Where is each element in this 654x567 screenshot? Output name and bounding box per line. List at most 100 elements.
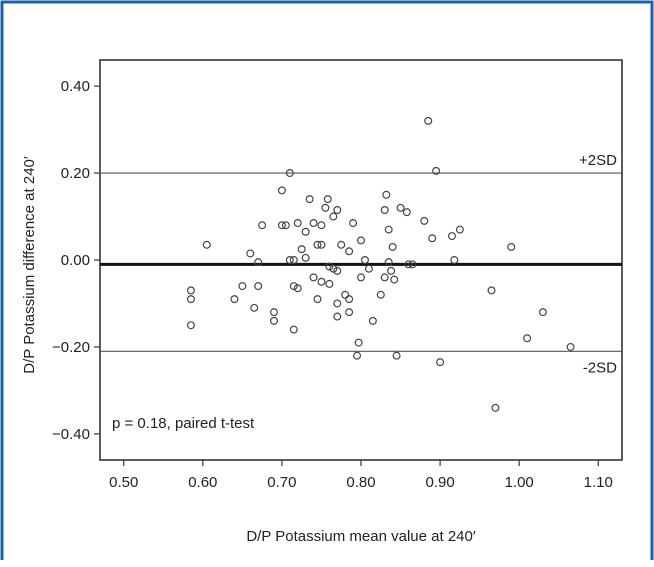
data-point-32 [317,240,326,249]
data-point-80 [491,403,500,412]
data-point-79 [487,286,496,295]
data-point-59 [380,273,389,282]
data-point-31 [317,221,326,230]
data-point-42 [333,299,342,308]
data-point-6 [246,249,255,258]
data-point-51 [354,338,363,347]
x-axis-label: D/P Potassium mean value at 240′ [246,528,476,545]
data-point-2 [186,321,195,330]
data-point-26 [305,195,314,204]
data-point-27 [309,219,318,228]
data-point-69 [404,260,413,269]
x-tick-label-3: 0.80 [346,474,375,491]
data-point-16 [285,169,294,178]
data-point-24 [301,227,310,236]
data-point-1 [186,286,195,295]
x-tick-label-1: 0.60 [188,474,217,491]
data-point-41 [333,266,342,275]
data-point-30 [313,295,322,304]
data-point-60 [382,190,391,199]
y-tick-label-4: 0.40 [61,78,90,95]
data-point-72 [424,116,433,125]
data-point-48 [345,308,354,317]
data-point-9 [254,258,263,267]
data-point-61 [384,258,393,267]
data-point-68 [402,208,411,217]
data-point-12 [270,316,279,325]
sd-limit-label-0: +2SD [579,152,617,169]
data-point-36 [325,279,334,288]
data-point-52 [357,236,366,245]
data-point-18 [289,256,298,265]
data-point-70 [408,260,417,269]
y-tick-label-2: 0.00 [61,252,90,269]
data-point-55 [364,264,373,273]
data-point-7 [250,303,259,312]
data-point-58 [380,206,389,215]
x-axis-ticks: 0.50 0.60 0.70 0.80 0.90 1.00 1.10 [109,460,613,491]
data-point-0 [186,295,195,304]
data-point-46 [345,247,354,256]
x-tick-label-2: 0.70 [267,474,296,491]
data-point-37 [325,262,334,271]
data-point-50 [353,351,362,360]
data-point-35 [323,195,332,204]
data-point-65 [390,275,399,284]
y-tick-label-3: 0.20 [61,165,90,182]
data-point-66 [392,351,401,360]
data-point-64 [388,242,397,251]
data-point-78 [455,225,464,234]
data-point-77 [450,256,459,265]
data-point-44 [337,240,346,249]
data-point-17 [285,256,294,265]
y-tick-label-0: −0.40 [52,426,90,443]
data-point-53 [357,273,366,282]
y-axis-ticks: −0.40 −0.20 0.00 0.20 0.40 [52,78,100,443]
data-point-74 [432,166,441,175]
p-value-annotation: p = 0.18, paired t-test [112,415,255,432]
data-point-8 [254,282,263,291]
data-point-4 [230,295,239,304]
data-point-45 [341,290,350,299]
data-point-40 [333,206,342,215]
data-points [186,116,575,412]
data-point-54 [360,256,369,265]
data-point-22 [293,284,302,293]
data-point-71 [420,216,429,225]
data-point-49 [349,219,358,228]
data-point-14 [277,221,286,230]
reference-lines: +2SD -2SD [100,152,622,376]
data-point-3 [202,240,211,249]
data-point-11 [270,308,279,317]
data-point-75 [436,358,445,367]
data-point-67 [396,203,405,212]
data-point-83 [538,308,547,317]
data-point-39 [329,264,338,273]
x-tick-label-4: 0.90 [425,474,454,491]
y-tick-label-1: −0.20 [52,339,90,356]
data-point-23 [297,245,306,254]
data-point-19 [289,282,298,291]
x-tick-label-0: 0.50 [109,474,138,491]
data-point-47 [345,295,354,304]
data-point-62 [384,225,393,234]
data-point-15 [281,221,290,230]
data-point-57 [376,290,385,299]
data-point-73 [428,234,437,243]
data-point-21 [293,219,302,228]
data-point-76 [447,232,456,241]
x-tick-label-5: 1.00 [505,474,534,491]
data-point-33 [317,277,326,286]
data-point-29 [313,240,322,249]
data-point-63 [387,266,396,275]
sd-limit-label-2: -2SD [583,359,617,376]
x-tick-label-6: 1.10 [584,474,613,491]
y-axis-label: D/P Potassium difference at 240′ [21,156,38,374]
data-point-13 [277,186,286,195]
data-point-10 [258,221,267,230]
data-point-34 [321,203,330,212]
data-point-20 [289,325,298,334]
